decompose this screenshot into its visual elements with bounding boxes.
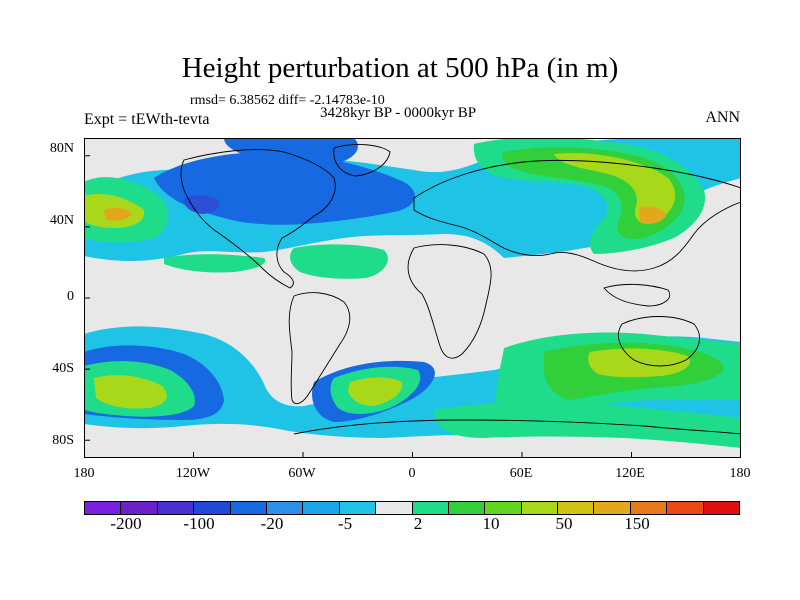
coastline-north-america: [180, 149, 336, 289]
contour-band-sh-indian-yellowgreen: [588, 348, 691, 378]
lat-tick-label: 40N: [49, 213, 74, 228]
contour-band-nh-asia-orange: [639, 206, 666, 224]
colorbar-swatch: [157, 502, 195, 514]
colorbar-swatch: [85, 502, 122, 514]
lon-tick-label: 0: [408, 466, 416, 481]
time-period-label: 3428kyr BP - 0000kyr BP: [320, 105, 477, 121]
colorbar-label: -200: [110, 514, 142, 533]
contour-band-nh-atlantic-blue: [224, 138, 358, 166]
coastline-australia: [618, 316, 701, 367]
lat-tick-label: 80S: [52, 433, 74, 448]
colorbar-label: -100: [183, 514, 215, 533]
colorbar-swatch: [339, 502, 377, 514]
lon-tick-label: 120E: [615, 466, 645, 481]
colorbar-swatch: [266, 502, 304, 514]
coastlines: [180, 144, 741, 435]
colorbar-swatch: [485, 502, 522, 514]
coastline-southeast-asia: [603, 283, 671, 307]
season-label: ANN: [705, 109, 740, 126]
colorbar-swatch: [121, 502, 158, 514]
colorbar-label: 2: [413, 514, 423, 533]
coastline-eurasia: [413, 159, 741, 272]
lon-tick-label: 60E: [509, 466, 533, 481]
contour-band-nh-asia-yellowgreen: [554, 153, 676, 224]
contour-band-nh-blue: [154, 152, 415, 225]
colorbar-swatch: [194, 502, 231, 514]
lat-tick-label: 40S: [52, 361, 74, 376]
experiment-label: Expt = tEWth-tevta: [84, 111, 210, 128]
colorbar-swatch: [594, 502, 631, 514]
lon-tick-label: 120W: [175, 466, 211, 481]
contour-band-sh-atlantic-yellowgreen: [348, 377, 403, 406]
lon-tick-label: 60W: [288, 466, 316, 481]
coastline-antarctica: [293, 419, 741, 435]
colorbar-swatch: [412, 502, 449, 514]
colorbar: [84, 501, 740, 515]
map-ticks: [84, 155, 741, 458]
colorbar-swatch: [376, 502, 413, 514]
colorbar-label: -20: [260, 514, 284, 533]
lon-tick-label: 180: [729, 466, 751, 481]
coastline-africa: [407, 244, 492, 359]
colorbar-swatch: [448, 502, 486, 514]
colorbar-swatch: [521, 502, 559, 514]
contour-band-nh-pacific-seagreen: [164, 254, 266, 273]
colorbar-swatch: [303, 502, 340, 514]
coastline-greenland: [333, 144, 391, 177]
height-perturbation-map: [84, 138, 741, 458]
contour-band-nh-darkblue: [183, 195, 220, 214]
coastline-south-america: [288, 292, 351, 405]
rmsd-diff-stats: rmsd= 6.38562 diff= -2.14783e-10: [190, 93, 385, 108]
colorbar-swatch: [630, 502, 668, 514]
lon-tick-label: 180: [73, 466, 95, 481]
colorbar-label: 10: [482, 514, 500, 533]
contour-band-sh-yellowgreen-west: [94, 375, 167, 409]
page-title: Height perturbation at 500 hPa (in m): [181, 52, 619, 84]
contour-band-sh-southern-green: [434, 402, 741, 448]
lat-tick-label: 0: [67, 289, 74, 304]
colorbar-swatch: [703, 502, 740, 514]
contour-band-nh-atlantic-seagreen: [290, 244, 388, 279]
colorbar-label: 50: [555, 514, 573, 533]
colorbar-label: -5: [337, 514, 353, 533]
colorbar-label: 150: [624, 514, 650, 533]
contour-band-nh-orange-west: [104, 207, 132, 221]
colorbar-swatch: [230, 502, 267, 514]
colorbar-swatch: [558, 502, 595, 514]
colorbar-swatch: [667, 502, 704, 514]
lat-tick-label: 80N: [49, 141, 74, 156]
